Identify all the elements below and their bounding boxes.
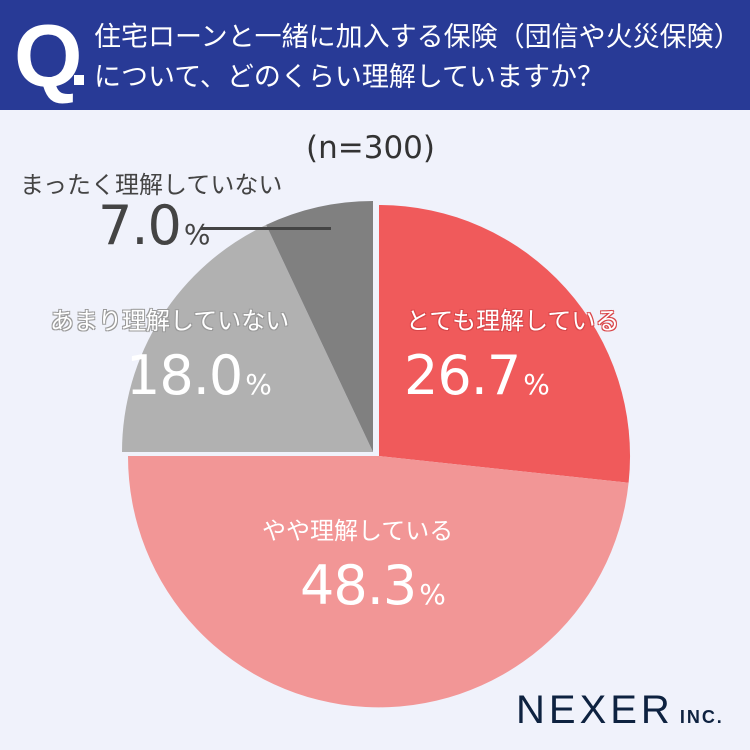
leader-line xyxy=(201,227,331,230)
slice-not-much-understand xyxy=(122,224,373,452)
sample-size-label: (n=300) xyxy=(306,130,435,166)
nexer-logo: NEXER INC. xyxy=(516,688,724,733)
logo-main: NEXER xyxy=(516,688,674,732)
label-not-at-all-percent: 7.0% xyxy=(98,196,211,269)
unit: % xyxy=(183,218,211,251)
label-somewhat-category: やや理解している xyxy=(262,517,454,545)
label-very-category: とても理解している xyxy=(406,307,620,335)
q-dot xyxy=(74,75,84,85)
question-header: Q 住宅ローンと一緒に加入する保険（団信や火災保険） について、どのくらい理解し… xyxy=(0,0,750,110)
value: 18.0 xyxy=(126,344,243,407)
unit: % xyxy=(523,368,550,401)
value: 7.0 xyxy=(98,194,182,257)
label-not-at-all-category: まったく理解していない xyxy=(20,171,283,199)
label-not-much-percent: 18.0% xyxy=(126,346,272,419)
logo-suffix: INC. xyxy=(679,707,724,727)
question-text: 住宅ローンと一緒に加入する保険（団信や火災保険） について、どのくらい理解してい… xyxy=(94,18,741,98)
value: 48.3 xyxy=(300,554,417,617)
question-line-1: 住宅ローンと一緒に加入する保険（団信や火災保険） xyxy=(94,22,741,53)
value: 26.7 xyxy=(404,344,521,407)
unit: % xyxy=(245,368,272,401)
slice-somewhat-understand xyxy=(127,456,629,708)
q-mark: Q xyxy=(14,6,82,105)
label-very-percent: 26.7% xyxy=(404,346,550,419)
unit: % xyxy=(419,578,446,611)
question-line-2: について、どのくらい理解していますか？ xyxy=(94,62,605,93)
label-somewhat-percent: 48.3% xyxy=(300,556,446,629)
slice-very-understand xyxy=(379,204,631,483)
slice-not-at-all-understand xyxy=(266,201,373,452)
label-not-much-category: あまり理解していない xyxy=(50,307,290,335)
